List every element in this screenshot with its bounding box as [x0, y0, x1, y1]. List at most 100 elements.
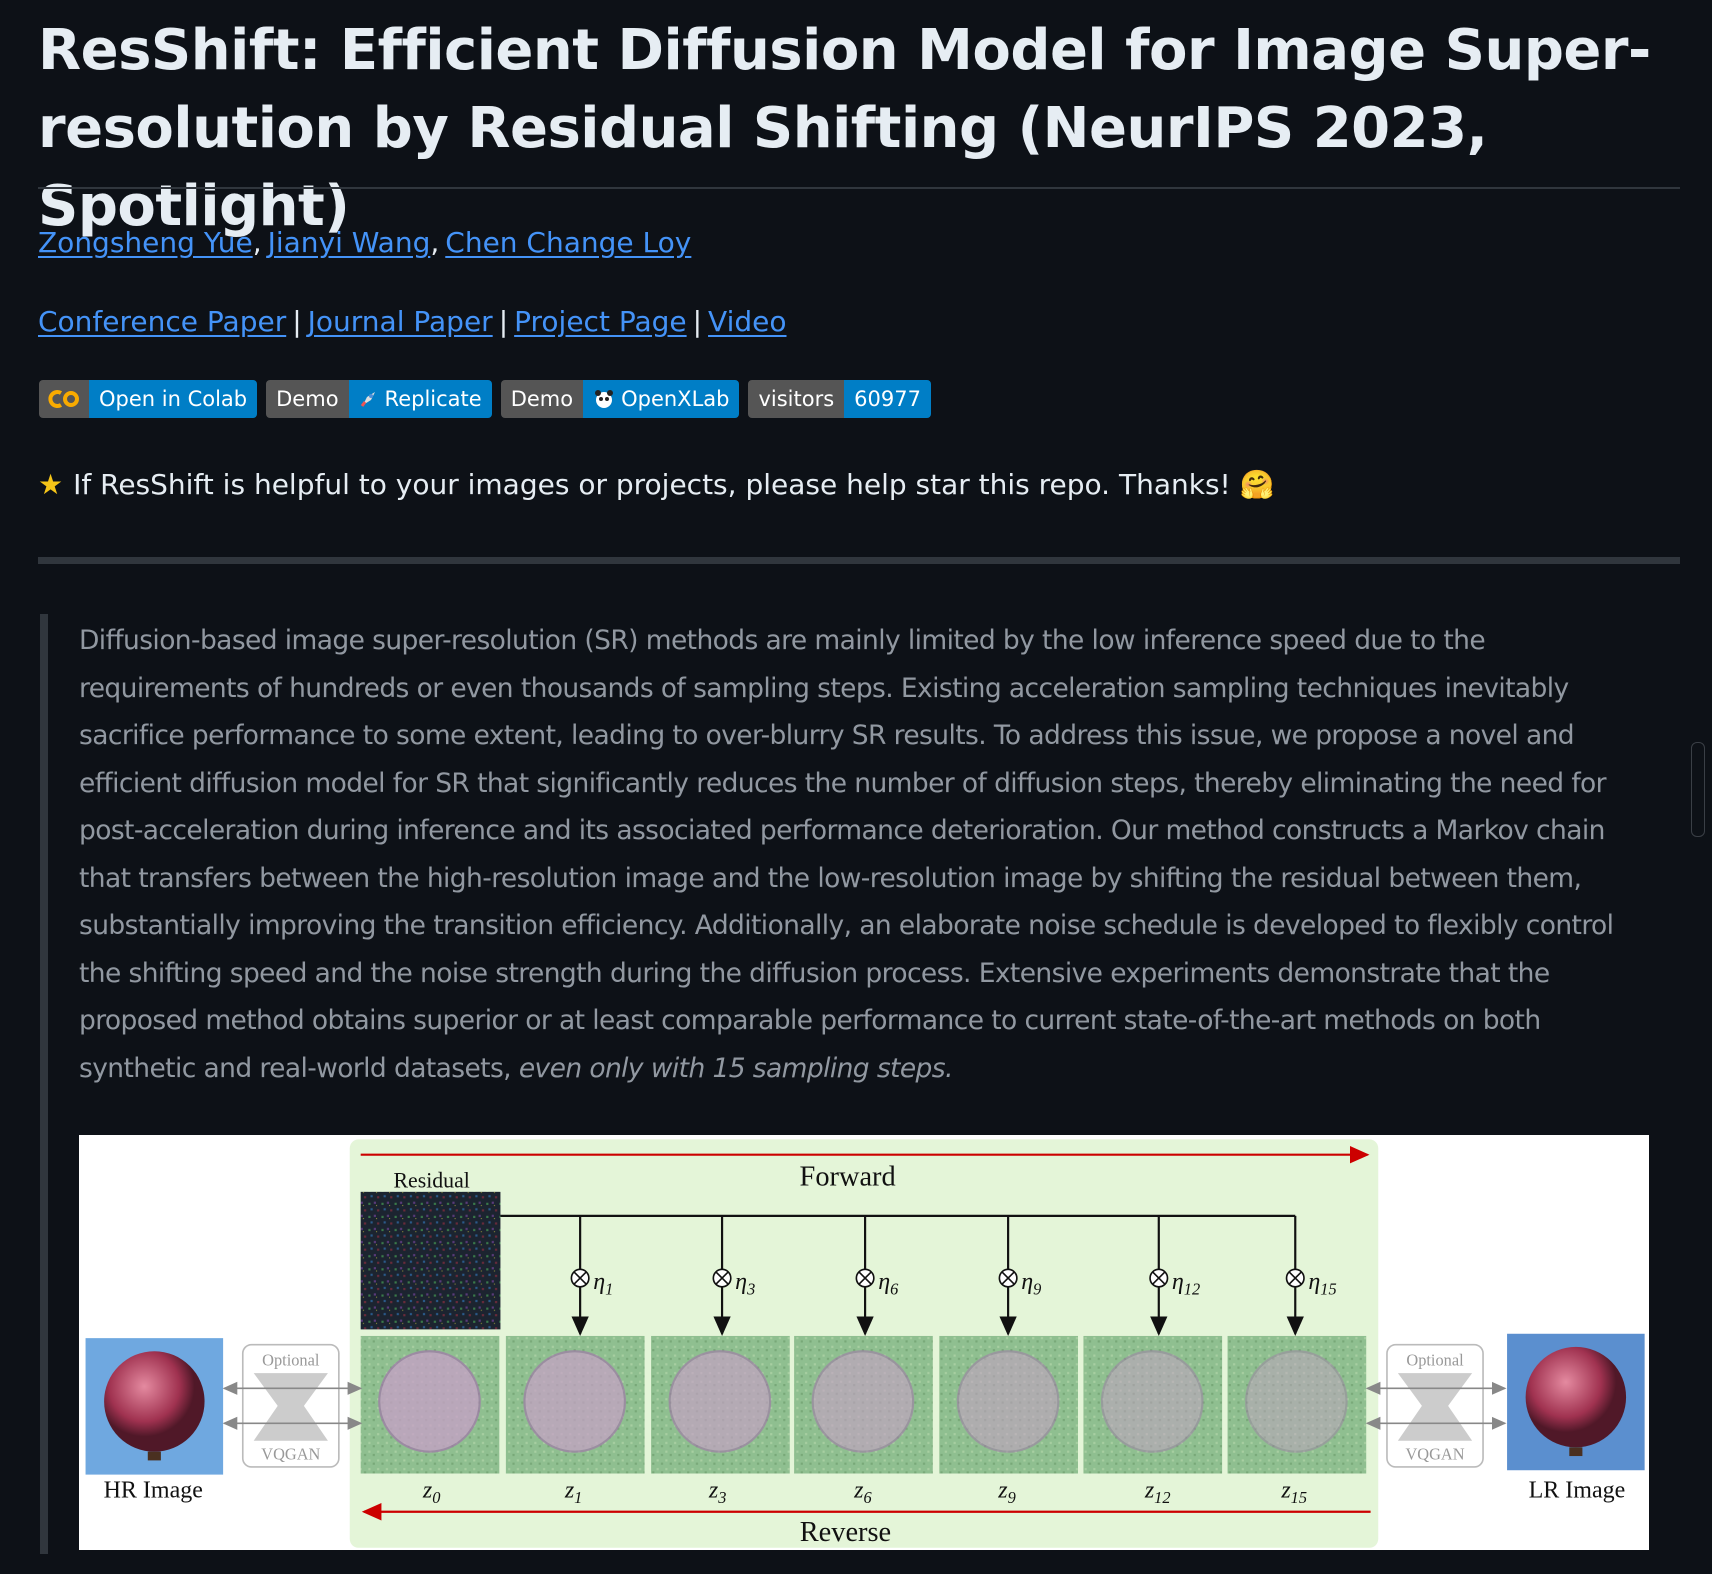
eta-label: η15: [1308, 1269, 1336, 1298]
otimes-cross: [1288, 1271, 1302, 1285]
latent-label: z1: [564, 1478, 583, 1507]
badge[interactable]: Open in Colab: [39, 380, 258, 418]
latent-subscript: 3: [717, 1488, 726, 1507]
badge-value: Open in Colab: [89, 380, 258, 418]
latent-balloon: [378, 1350, 481, 1453]
latent-symbol: z: [997, 1478, 1008, 1504]
latent-subscript: 9: [1008, 1488, 1016, 1507]
latent-balloon: [811, 1350, 915, 1453]
residual-label: Residual: [393, 1168, 469, 1192]
optional-label: Optional: [262, 1350, 320, 1369]
author-link[interactable]: Chen Change Loy: [445, 226, 692, 259]
latent-image: [1227, 1335, 1367, 1474]
latent-subscript: 1: [574, 1488, 582, 1507]
reverse-label: Reverse: [800, 1517, 891, 1548]
vqgan-label: VQGAN: [261, 1444, 320, 1463]
latent-symbol: z: [1144, 1478, 1155, 1504]
abstract-emphasis: even only with 15 sampling steps.: [518, 1052, 954, 1084]
separator: |: [292, 305, 302, 338]
badge[interactable]: Demo Replicate: [266, 380, 492, 418]
eta-label: η9: [1021, 1269, 1041, 1298]
paper-link[interactable]: Conference Paper: [38, 305, 287, 338]
eta-subscript: 3: [746, 1279, 755, 1298]
eta-subscript: 15: [1320, 1279, 1336, 1298]
latent-label: z3: [708, 1478, 727, 1507]
optional-label: Optional: [1406, 1350, 1464, 1369]
eta-subscript: 12: [1184, 1279, 1200, 1298]
paper-link[interactable]: Journal Paper: [307, 305, 493, 338]
latent-label: z15: [1280, 1478, 1307, 1507]
star-text: If ResShift is helpful to your images or…: [73, 468, 1231, 501]
paper-links: Conference Paper | Journal Paper | Project P…: [38, 305, 787, 338]
latent-symbol: z: [422, 1478, 433, 1504]
eta-symbol: η: [735, 1269, 747, 1295]
latent-balloon: [1100, 1350, 1204, 1453]
otimes-cross: [715, 1271, 729, 1285]
eta-label: η3: [735, 1269, 755, 1298]
otimes-cross: [573, 1271, 587, 1285]
latent-subscript: 12: [1154, 1488, 1170, 1507]
latent-symbol: z: [853, 1478, 864, 1504]
eta-symbol: η: [593, 1269, 605, 1295]
lr-balloon: [1525, 1346, 1627, 1448]
star-note: ★ If ResShift is helpful to your images o…: [38, 468, 1275, 501]
separator: ,: [430, 226, 440, 259]
badge-value: OpenXLab: [583, 380, 740, 418]
badge-text: 60977: [854, 387, 921, 411]
badge[interactable]: visitors 60977: [748, 380, 931, 418]
repo-title: ResShift: Efficient Diffusion Model for …: [38, 18, 1651, 239]
otimes-cross: [858, 1271, 872, 1285]
blockquote-bar: [40, 614, 48, 1554]
separator: |: [498, 305, 509, 338]
latent-balloon: [668, 1350, 772, 1453]
eta-symbol: η: [878, 1269, 890, 1295]
paper-link[interactable]: Project Page: [514, 305, 687, 338]
eta-symbol: η: [1172, 1269, 1184, 1295]
eta-subscript: 6: [890, 1279, 899, 1298]
separator: |: [692, 305, 703, 338]
otimes-cross: [1001, 1271, 1015, 1285]
badge[interactable]: Demo OpenXLab: [500, 380, 740, 418]
badge-value: Replicate: [348, 380, 492, 418]
eta-symbol: η: [1308, 1269, 1320, 1295]
badge-text: Replicate: [384, 387, 482, 411]
hr-basket: [147, 1451, 161, 1461]
eta-symbol: η: [1021, 1269, 1033, 1295]
abstract: Diffusion-based image super-resolution (…: [79, 617, 1654, 1092]
abstract-text: Diffusion-based image super-resolution (…: [79, 625, 1614, 1084]
badge-label: visitors: [748, 380, 845, 418]
latent-subscript: 0: [432, 1488, 440, 1507]
hr-balloon: [104, 1351, 205, 1452]
method-figure: Forward Residual η1 η3 η6 η9 η12 η15 z0 z1 z3 z6 z9 z…: [79, 1135, 1649, 1550]
badge-row: Open in Colab Demo Replicate Demo OpenXLab vi…: [39, 380, 931, 418]
author-link[interactable]: Zongsheng Yue: [38, 226, 253, 259]
badge-value: 60977: [844, 380, 931, 418]
divider: [38, 187, 1680, 189]
forward-label: Forward: [800, 1161, 896, 1192]
latent-label: z12: [1144, 1478, 1171, 1507]
divider: [38, 557, 1680, 564]
latent-label: z9: [997, 1478, 1016, 1507]
latent-label: z0: [422, 1478, 441, 1507]
scrollbar: [1691, 742, 1705, 837]
latent-subscript: 15: [1291, 1488, 1307, 1507]
badge-icon: [593, 388, 615, 410]
eta-label: η6: [878, 1269, 899, 1298]
latent-symbol: z: [708, 1478, 719, 1504]
eta-label: η1: [593, 1269, 613, 1298]
star-icon: ★: [38, 468, 64, 501]
badge-text: OpenXLab: [621, 387, 730, 411]
latent-label: z6: [853, 1478, 872, 1507]
latent-balloon: [956, 1350, 1060, 1453]
author-link[interactable]: Jianyi Wang: [267, 226, 431, 259]
lr-basket: [1569, 1447, 1583, 1457]
badge-label: Demo: [266, 380, 349, 418]
eta-subscript: 1: [605, 1279, 613, 1298]
badge-text: Open in Colab: [99, 387, 248, 411]
author-list: Zongsheng Yue, Jianyi Wang, Chen Change Lo…: [38, 226, 691, 259]
paper-link[interactable]: Video: [708, 305, 787, 338]
eta-label: η12: [1172, 1269, 1200, 1298]
badge-icon: [359, 389, 379, 409]
